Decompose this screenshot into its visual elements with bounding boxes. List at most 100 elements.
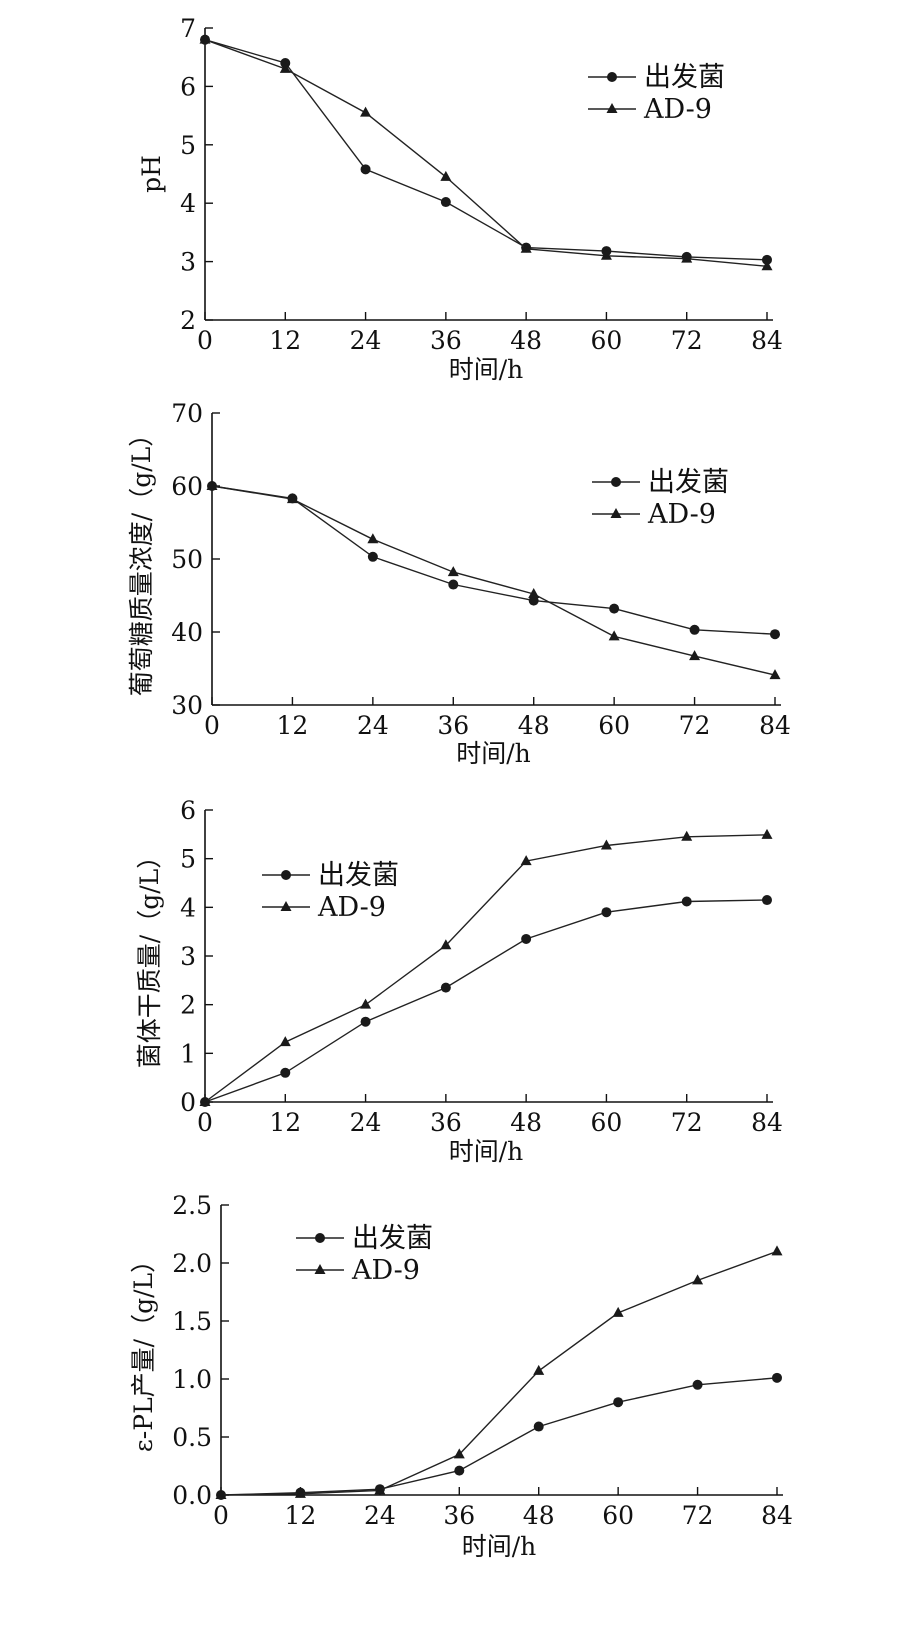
x-tick-label: 24 <box>350 1108 382 1137</box>
x-tick-label: 48 <box>510 1108 542 1137</box>
legend-label: AD-9 <box>317 892 386 923</box>
legend-label: 出发菌 <box>318 860 399 891</box>
x-tick-label: 36 <box>430 1108 462 1137</box>
y-tick-label: 1.0 <box>172 1365 212 1394</box>
y-tick-label: 6 <box>180 796 196 825</box>
data-point-triangle <box>681 830 693 841</box>
x-tick-label: 84 <box>751 1108 783 1137</box>
data-point-triangle <box>294 1487 306 1498</box>
legend-marker-triangle <box>280 901 292 911</box>
x-tick-label: 24 <box>357 711 389 740</box>
x-tick-label: 0 <box>213 1501 229 1530</box>
data-point-triangle <box>681 252 693 263</box>
y-axis-label: pH <box>137 155 166 193</box>
data-point-triangle <box>279 62 291 73</box>
data-point-triangle <box>692 1274 704 1285</box>
data-point-circle <box>533 1421 544 1432</box>
data-point-circle <box>440 197 451 208</box>
data-point-triangle <box>447 566 459 577</box>
x-tick-label: 72 <box>671 1108 703 1137</box>
y-tick-label: 60 <box>171 472 203 501</box>
y-tick-label: 30 <box>171 691 203 720</box>
y-tick-label: 5 <box>180 131 196 160</box>
y-tick-label: 50 <box>171 545 203 574</box>
data-point-triangle <box>206 480 218 490</box>
data-point-triangle <box>520 855 532 866</box>
legend-marker-circle <box>315 1233 325 1243</box>
y-tick-label: 2.0 <box>172 1249 212 1278</box>
x-tick-label: 84 <box>759 711 791 740</box>
y-tick-label: 3 <box>180 942 196 971</box>
legend-marker-triangle <box>610 508 622 518</box>
data-point-triangle <box>440 170 452 181</box>
y-tick-label: 6 <box>180 72 196 101</box>
x-tick-label: 84 <box>751 326 783 355</box>
x-tick-label: 36 <box>430 326 462 355</box>
x-tick-label: 60 <box>598 711 630 740</box>
data-point-triangle <box>453 1448 465 1459</box>
y-tick-label: 70 <box>171 399 203 428</box>
x-tick-label: 48 <box>518 711 550 740</box>
x-tick-label: 36 <box>437 711 469 740</box>
legend-label: AD-9 <box>647 499 716 530</box>
x-tick-label: 48 <box>523 1501 555 1530</box>
legend-label: 出发菌 <box>644 62 725 93</box>
x-tick-label: 72 <box>679 711 711 740</box>
y-axis-label: 菌体干质量/（g/L） <box>135 844 164 1068</box>
data-point-triangle <box>360 106 372 117</box>
x-tick-label: 60 <box>602 1501 634 1530</box>
data-point-triangle <box>520 242 532 253</box>
series-line-2 <box>204 834 768 1103</box>
series-line-1 <box>204 39 768 261</box>
x-axis-label: 时间/h <box>456 739 531 768</box>
y-tick-label: 4 <box>180 893 196 922</box>
x-tick-label: 84 <box>761 1501 793 1530</box>
data-point-triangle <box>761 260 773 271</box>
y-tick-label: 2.5 <box>172 1191 212 1220</box>
x-tick-label: 12 <box>277 711 309 740</box>
data-point-triangle <box>600 839 612 850</box>
data-point-circle <box>689 624 700 635</box>
x-tick-label: 12 <box>285 1501 317 1530</box>
x-tick-label: 60 <box>591 326 623 355</box>
x-tick-label: 12 <box>269 1108 301 1137</box>
y-tick-label: 0.0 <box>172 1481 212 1510</box>
data-point-triangle <box>771 1245 783 1256</box>
data-point-circle <box>367 551 378 562</box>
y-tick-label: 0.5 <box>172 1423 212 1452</box>
series-line-2 <box>220 1250 778 1496</box>
data-point-triangle <box>769 669 781 680</box>
x-tick-label: 0 <box>204 711 220 740</box>
data-point-triangle <box>533 1364 545 1375</box>
data-point-triangle <box>286 493 298 504</box>
data-point-circle <box>692 1379 703 1390</box>
data-point-circle <box>770 629 780 640</box>
data-point-circle <box>772 1372 782 1383</box>
legend-marker-triangle <box>314 1264 326 1274</box>
data-point-circle <box>528 595 539 606</box>
data-point-triangle <box>279 1036 291 1047</box>
data-point-circle <box>609 603 620 614</box>
data-point-circle <box>613 1397 624 1408</box>
data-point-triangle <box>360 998 372 1009</box>
data-point-triangle <box>761 828 773 839</box>
data-point-triangle <box>600 249 612 260</box>
chart-4: 0 12 24 36 48 60 72 84 0.0 0.5 1.0 1.5 2.0 2.5 时间/h ε-P… <box>129 1191 793 1561</box>
data-point-triangle <box>608 630 620 641</box>
data-point-triangle <box>215 1489 227 1499</box>
x-tick-label: 60 <box>591 1108 623 1137</box>
data-point-circle <box>448 579 459 590</box>
y-axis-label: ε-PL产量/（g/L） <box>129 1248 158 1452</box>
y-tick-label: 2 <box>180 991 196 1020</box>
y-tick-label: 3 <box>180 248 196 277</box>
x-tick-label: 72 <box>671 326 703 355</box>
legend-marker-circle <box>611 477 621 487</box>
data-point-triangle <box>612 1306 624 1317</box>
x-axis-label: 时间/h <box>462 1532 537 1561</box>
